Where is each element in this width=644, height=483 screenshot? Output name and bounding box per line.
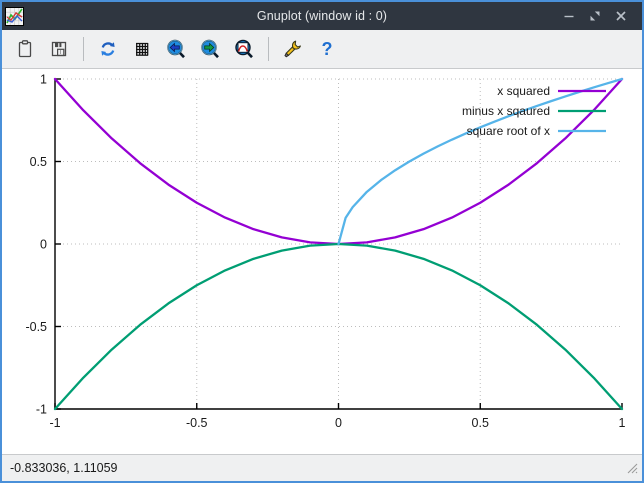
y-tick-label: 0.5 bbox=[30, 155, 47, 169]
y-tick-label: 1 bbox=[40, 73, 47, 87]
x-tick-label: 0.5 bbox=[472, 416, 489, 430]
x-tick-label: -1 bbox=[49, 416, 60, 430]
axis-tick-labels: -1 -0.5 0 0.5 1 -1 -0.5 0 0.5 1 bbox=[25, 73, 625, 431]
toolbar: I bbox=[2, 30, 642, 69]
toolbar-separator bbox=[83, 37, 84, 61]
window-title: Gnuplot (window id : 0) bbox=[256, 9, 388, 23]
legend-label-0: x squared bbox=[497, 84, 550, 98]
y-tick-label: -1 bbox=[36, 403, 47, 417]
y-tick-label: -0.5 bbox=[25, 320, 47, 334]
help-button[interactable]: ? bbox=[312, 34, 342, 64]
x-tick-label: 0 bbox=[335, 416, 342, 430]
next-zoom-button[interactable] bbox=[195, 34, 225, 64]
previous-zoom-button[interactable] bbox=[161, 34, 191, 64]
legend-label-1: minus x sqaured bbox=[462, 104, 550, 118]
gnuplot-figure[interactable]: -1 -0.5 0 0.5 1 -1 -0.5 0 0.5 1 x squared minus x … bbox=[2, 69, 642, 432]
maximize-icon[interactable] bbox=[582, 5, 608, 27]
toolbar-separator bbox=[268, 37, 269, 61]
replot-button[interactable] bbox=[93, 34, 123, 64]
plot-thumbnail-icon[interactable] bbox=[5, 6, 24, 26]
autoscale-button[interactable] bbox=[229, 34, 259, 64]
window-controls bbox=[556, 5, 642, 27]
svg-text:I: I bbox=[60, 50, 61, 56]
y-tick-label: 0 bbox=[40, 238, 47, 252]
close-icon[interactable] bbox=[608, 5, 634, 27]
export-to-file-button[interactable]: I bbox=[44, 34, 74, 64]
figure-background bbox=[2, 69, 642, 432]
minimize-icon[interactable] bbox=[556, 5, 582, 27]
resize-grip-icon[interactable] bbox=[625, 461, 639, 475]
cursor-coordinates: -0.833036, 1.11059 bbox=[10, 461, 118, 475]
grid-lines bbox=[55, 78, 622, 409]
plot-canvas[interactable]: -1 -0.5 0 0.5 1 -1 -0.5 0 0.5 1 x squared minus x … bbox=[2, 69, 642, 454]
toggle-grid-button[interactable] bbox=[127, 34, 157, 64]
legend: x squared minus x sqaured square root of x bbox=[462, 84, 606, 138]
data-series-group bbox=[53, 77, 624, 411]
status-bar: -0.833036, 1.11059 bbox=[2, 454, 642, 481]
copy-to-clipboard-button[interactable] bbox=[10, 34, 40, 64]
title-bar[interactable]: Gnuplot (window id : 0) bbox=[2, 2, 642, 30]
x-tick-label: -0.5 bbox=[186, 416, 208, 430]
x-tick-label: 1 bbox=[619, 416, 626, 430]
legend-label-2: square root of x bbox=[467, 124, 550, 138]
series-line-2 bbox=[337, 77, 624, 246]
svg-text:?: ? bbox=[322, 39, 333, 59]
settings-button[interactable] bbox=[278, 34, 308, 64]
